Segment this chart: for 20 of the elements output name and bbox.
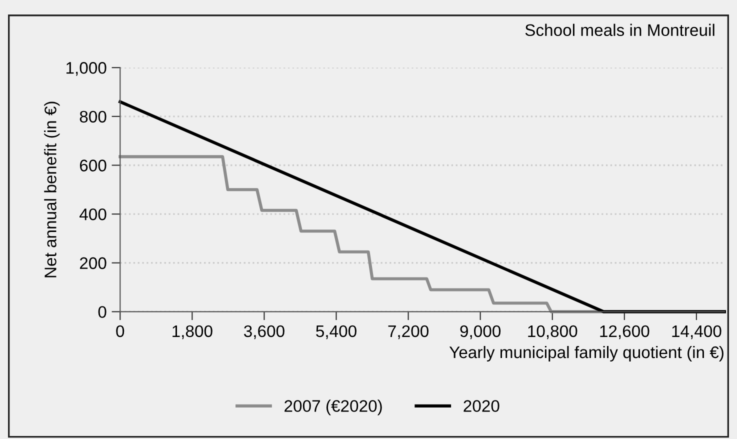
x-tick-label: 14,400 (672, 325, 722, 340)
y-tick-label: 200 (80, 257, 106, 270)
legend-label: 2007 (€2020) (284, 400, 382, 416)
y-tick-label: 600 (80, 160, 106, 172)
x-axis-title: Yearly municipal family quotient (in €) (449, 346, 724, 362)
x-tick-label: 3,600 (244, 325, 284, 340)
x-tick-label: 9,000 (460, 325, 501, 340)
x-tick-label: 1,800 (172, 325, 212, 340)
x-tick-label: 7,200 (388, 325, 428, 340)
y-axis-title: Net annual benefit (in €) (44, 102, 60, 278)
text: School meals in Montreuil (525, 24, 714, 36)
y-tick-label: 0 (98, 306, 106, 318)
y-tick-label: 1,000 (66, 62, 106, 76)
x-tick-label: 0 (116, 325, 124, 338)
y-tick-label: 400 (80, 208, 106, 220)
y-tick-label: 800 (80, 110, 106, 123)
x-tick-label: 10,800 (528, 325, 578, 340)
x-tick-label: 5,400 (316, 325, 356, 340)
legend-label: 2020 (464, 400, 500, 412)
x-tick-label: 12,600 (600, 325, 650, 340)
